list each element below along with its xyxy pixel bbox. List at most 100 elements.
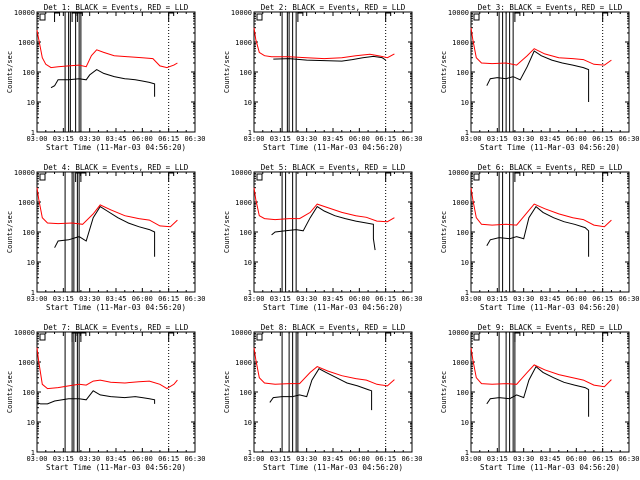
- corner-marker: [256, 13, 263, 21]
- y-tick-label: 10000: [448, 329, 469, 337]
- event-marker: [385, 12, 392, 22]
- x-axis-label: Start Time (11-Mar-03 04:56:20): [263, 143, 403, 152]
- y-tick-label: 100: [456, 389, 469, 397]
- y-tick-label: 10000: [448, 9, 469, 17]
- x-tick-label: 03:30: [79, 455, 100, 463]
- event-marker: [80, 172, 87, 182]
- x-tick-label: 06:30: [184, 135, 205, 143]
- x-tick-label: 03:00: [243, 135, 264, 143]
- y-tick-label: 100: [239, 69, 252, 77]
- event-marker: [514, 12, 521, 22]
- y-tick-label: 1: [31, 449, 35, 457]
- x-axis-label: Start Time (11-Mar-03 04:56:20): [480, 143, 620, 152]
- y-tick-label: 1000: [235, 359, 252, 367]
- x-tick-label: 03:45: [105, 295, 126, 303]
- x-tick-label: 06:00: [566, 135, 587, 143]
- x-tick-label: 03:15: [487, 455, 508, 463]
- panel-title: Det 3: BLACK = Events, RED = LLD: [478, 3, 623, 12]
- x-tick-label: 03:30: [296, 135, 317, 143]
- x-tick-label: 06:00: [349, 295, 370, 303]
- panel-title: Det 6: BLACK = Events, RED = LLD: [478, 163, 623, 172]
- x-tick-label: 03:00: [243, 455, 264, 463]
- panel-title: Det 5: BLACK = Events, RED = LLD: [261, 163, 406, 172]
- y-axis-label: Counts/sec: [6, 371, 14, 413]
- lld-series-line: [470, 187, 612, 228]
- panel-title: Det 8: BLACK = Events, RED = LLD: [261, 323, 406, 332]
- event-marker: [297, 12, 304, 22]
- lld-series-line: [253, 187, 395, 223]
- y-axis-label: Counts/sec: [440, 371, 448, 413]
- event-marker: [514, 172, 521, 182]
- y-tick-label: 10: [244, 99, 252, 107]
- y-tick-label: 10: [27, 419, 35, 427]
- x-tick-label: 03:45: [539, 135, 560, 143]
- x-tick-label: 03:30: [513, 135, 534, 143]
- events-series-line: [486, 50, 590, 102]
- lld-series-line: [36, 30, 178, 69]
- x-tick-label: 06:00: [566, 455, 587, 463]
- y-axis-label: Counts/sec: [440, 211, 448, 253]
- panel-title: Det 1: BLACK = Events, RED = LLD: [44, 3, 189, 12]
- events-series-line: [36, 390, 156, 405]
- event-marker: [71, 12, 78, 22]
- x-tick-label: 06:15: [158, 455, 179, 463]
- x-tick-label: 03:15: [270, 455, 291, 463]
- x-tick-label: 03:00: [460, 455, 481, 463]
- event-marker: [602, 332, 609, 342]
- x-axis-label: Start Time (11-Mar-03 04:56:20): [263, 303, 403, 312]
- x-tick-label: 06:00: [566, 295, 587, 303]
- x-tick-label: 03:30: [79, 135, 100, 143]
- lld-series-line: [253, 347, 395, 387]
- y-tick-label: 100: [456, 69, 469, 77]
- events-series-line: [54, 205, 156, 257]
- x-tick-label: 03:00: [460, 295, 481, 303]
- x-tick-label: 06:15: [375, 455, 396, 463]
- y-tick-label: 10: [461, 419, 469, 427]
- x-tick-label: 03:45: [322, 295, 343, 303]
- y-tick-label: 1000: [235, 199, 252, 207]
- lld-series-line: [470, 347, 612, 388]
- y-tick-label: 1: [465, 449, 469, 457]
- panel-grid: 1 10 100 1000 10000 03:00 03:15 03:30 03:45 06:00…: [6, 3, 640, 472]
- y-tick-label: 100: [22, 69, 35, 77]
- corner-marker: [473, 13, 480, 21]
- event-marker: [168, 172, 175, 182]
- x-tick-label: 03:30: [79, 295, 100, 303]
- y-tick-label: 1000: [235, 39, 252, 47]
- y-tick-label: 1000: [452, 359, 469, 367]
- y-tick-label: 10: [461, 99, 469, 107]
- corner-marker: [473, 333, 480, 341]
- y-tick-label: 1: [248, 449, 252, 457]
- y-tick-label: 10: [461, 259, 469, 267]
- y-tick-label: 10: [27, 259, 35, 267]
- x-tick-label: 06:00: [132, 135, 153, 143]
- x-tick-label: 06:30: [618, 135, 639, 143]
- lld-series-line: [253, 27, 395, 60]
- x-tick-label: 03:00: [26, 295, 47, 303]
- corner-marker: [256, 173, 263, 181]
- y-tick-label: 100: [22, 229, 35, 237]
- x-tick-label: 06:30: [618, 455, 639, 463]
- y-tick-label: 1: [248, 289, 252, 297]
- x-tick-label: 03:45: [322, 135, 343, 143]
- x-tick-label: 03:00: [26, 135, 47, 143]
- panel-title: Det 4: BLACK = Events, RED = LLD: [44, 163, 189, 172]
- events-series-line: [271, 205, 376, 251]
- x-tick-label: 06:30: [184, 455, 205, 463]
- plot-frame: [470, 331, 630, 453]
- panel-title: Det 7: BLACK = Events, RED = LLD: [44, 323, 189, 332]
- y-tick-label: 1: [465, 289, 469, 297]
- x-tick-label: 03:30: [513, 455, 534, 463]
- y-tick-label: 10: [244, 259, 252, 267]
- plot-frame: [36, 11, 196, 133]
- y-tick-label: 1000: [452, 199, 469, 207]
- corner-marker: [473, 173, 480, 181]
- x-tick-label: 06:15: [375, 295, 396, 303]
- corner-marker: [39, 13, 46, 21]
- event-marker: [602, 12, 609, 22]
- event-marker: [54, 12, 61, 22]
- y-tick-label: 1: [465, 129, 469, 137]
- x-tick-label: 03:45: [539, 455, 560, 463]
- x-tick-label: 06:15: [158, 295, 179, 303]
